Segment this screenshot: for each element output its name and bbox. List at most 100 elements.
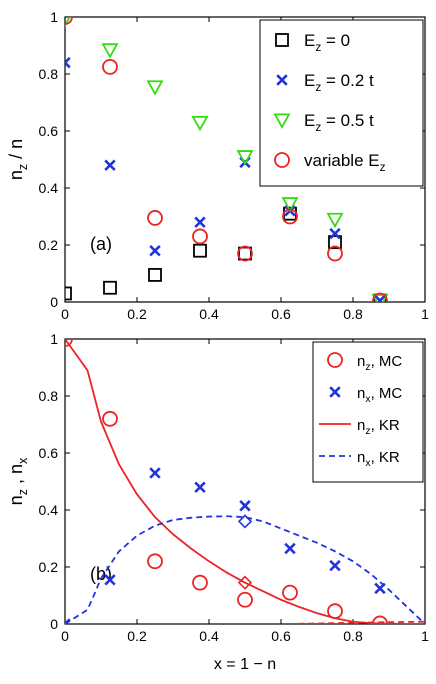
- x-axis-label: x = 1 − n: [214, 656, 276, 673]
- point-ezvar-5: [282, 208, 298, 225]
- x-tick-label-1-0: 0: [61, 628, 69, 644]
- point-ez05-7: [371, 294, 389, 302]
- y-axis-label-0-sub: z: [16, 164, 30, 170]
- series-line-nzkr: [65, 339, 425, 624]
- point-ez02-2: [149, 244, 161, 257]
- y-tick-label-0-3: 0.6: [39, 123, 59, 139]
- y-tick-label-1-1: 0.2: [39, 559, 59, 575]
- legend-marker-nxmc: [329, 386, 341, 398]
- point-nxmc-6: [329, 559, 341, 572]
- point-nxmc-5: [284, 542, 296, 555]
- point-ezvar-3: [192, 228, 208, 245]
- point-nxmc-0: [65, 618, 71, 624]
- legend-label-nzmc-base: n: [357, 353, 365, 370]
- point-ez05-5: [281, 197, 299, 213]
- plot-area-0: [65, 17, 389, 302]
- legend-label-nxmc-base: n: [357, 385, 365, 402]
- legend-box-0: [259, 19, 424, 187]
- legend-label-ez0-base: E: [304, 31, 315, 50]
- y-axis-label-1-rest: , n: [6, 464, 26, 489]
- y-tick-label-0-1: 0.2: [39, 237, 59, 253]
- point-ez02-7: [374, 294, 386, 302]
- legend-label-ez05-rest: = 0.5 t: [321, 111, 374, 130]
- y-axis-label-0-base: n: [6, 170, 26, 180]
- point-ez05-6: [326, 212, 344, 229]
- panel-label-0: (a): [90, 234, 112, 254]
- point-ezvar-4: [237, 245, 253, 262]
- highlight-marker-1: [237, 514, 253, 529]
- y-tick-label-1-3: 0.6: [39, 445, 59, 461]
- legend-label-ez0-rest: = 0: [321, 31, 350, 50]
- point-nzmc-3: [192, 574, 208, 591]
- y-tick-label-1-2: 0.4: [39, 502, 59, 518]
- point-ezvar-7: [372, 292, 388, 302]
- legend-label-nxkr-rest: , KR: [371, 449, 400, 466]
- plot-frame-0: [64, 16, 426, 303]
- point-nzmc-4: [237, 591, 253, 608]
- legend-marker-ez02: [276, 74, 288, 86]
- legend-label-nxmc: nx, MC: [357, 385, 402, 405]
- point-ez05-4: [236, 150, 254, 166]
- legend-label-nzkr-sub: z: [365, 425, 370, 437]
- point-nzmc-5: [282, 584, 298, 601]
- y-axis-label-1-sub2: x: [16, 457, 30, 464]
- legend-label-nzkr-base: n: [357, 417, 365, 434]
- x-tick-label-0-2: 0.4: [199, 306, 219, 322]
- point-ez0-2: [148, 268, 162, 282]
- y-tick-label-1-0: 0: [50, 616, 58, 632]
- point-ez05-2: [146, 80, 164, 96]
- point-ez0-3: [193, 243, 207, 258]
- legend-label-nxkr-base: n: [357, 449, 365, 466]
- y-tick-label-1-5: 1: [50, 331, 58, 347]
- legend-label-nzkr: nz, KR: [357, 417, 400, 437]
- point-ezvar-6: [327, 245, 343, 262]
- point-ezvar-2: [147, 210, 163, 226]
- legend-label-ez02-rest: = 0.2 t: [321, 71, 374, 90]
- x-tick-label-0-0: 0: [61, 306, 69, 322]
- x-tick-label-0-4: 0.8: [343, 306, 363, 322]
- legend-label-ez0-sub: z: [315, 40, 321, 54]
- series-line-nxkr: [65, 515, 425, 624]
- plot-frame-1: [64, 338, 426, 625]
- legend-label-nzkr-rest: , KR: [371, 417, 400, 434]
- point-ez0-1: [103, 280, 117, 295]
- point-nxmc-7: [374, 582, 386, 595]
- legend-label-ezvar-sub: z: [380, 160, 386, 174]
- legend-label-nxkr-sub: x: [365, 457, 371, 469]
- point-nxmc-2: [149, 467, 161, 479]
- legend-label-ez05: Ez = 0.5 t: [304, 111, 374, 134]
- y-tick-label-0-2: 0.4: [39, 180, 59, 196]
- x-tick-label-0-3: 0.6: [271, 306, 291, 322]
- point-nzmc-2: [147, 553, 163, 570]
- point-ezvar-1: [102, 58, 118, 75]
- highlight-marker-0: [237, 575, 253, 590]
- point-ez05-3: [191, 115, 209, 132]
- legend-label-nzmc: nz, MC: [357, 353, 402, 373]
- y-axis-label-0-rest: / n: [6, 139, 26, 164]
- point-nxmc-4: [239, 500, 251, 512]
- point-ez05-1: [101, 43, 119, 59]
- point-ez0-0: [65, 286, 72, 301]
- legend-label-nxmc-rest: , MC: [371, 385, 403, 402]
- point-ez0-6: [328, 235, 342, 250]
- legend-label-ez0: Ez = 0: [304, 31, 350, 54]
- legend-label-ez02-base: E: [304, 71, 315, 90]
- point-nzmc-7: [372, 615, 388, 624]
- x-tick-label-1-4: 0.8: [343, 628, 363, 644]
- legend-label-ezvar: variable Ez: [304, 151, 386, 174]
- legend-marker-ez05: [273, 113, 291, 129]
- x-tick-label-1-2: 0.4: [199, 628, 219, 644]
- legend-label-ez02: Ez = 0.2 t: [304, 71, 374, 94]
- plot-area-1: [65, 339, 425, 624]
- y-tick-label-0-4: 0.8: [39, 66, 59, 82]
- legend-label-ez05-base: E: [304, 111, 315, 130]
- point-nxmc-3: [194, 481, 206, 493]
- legend-marker-nzmc: [327, 352, 343, 368]
- point-ez02-1: [104, 159, 116, 171]
- x-tick-label-1-1: 0.2: [127, 628, 147, 644]
- point-ez0-4: [238, 246, 252, 261]
- legend-label-ez05-sub: z: [315, 120, 321, 134]
